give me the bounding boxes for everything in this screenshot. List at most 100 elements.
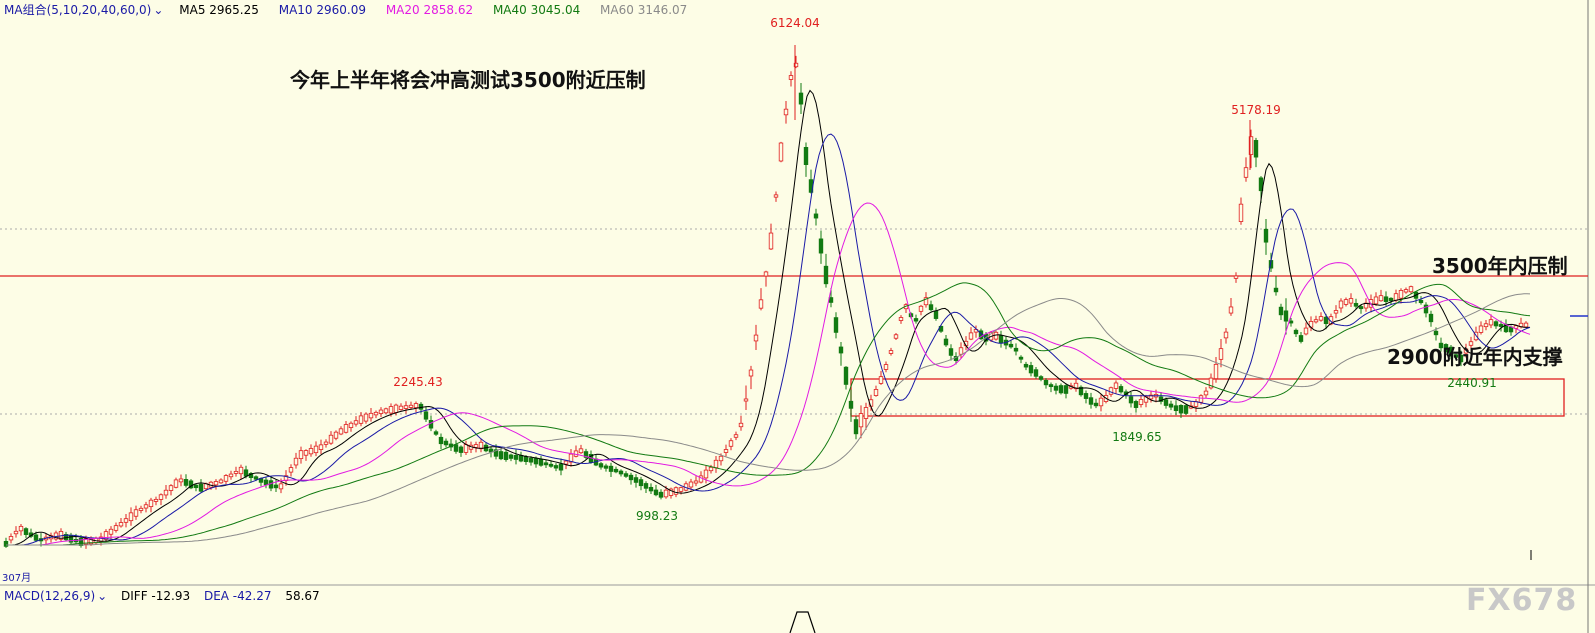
candle-body	[1253, 140, 1259, 158]
candle-body	[768, 232, 774, 250]
candlesticks	[3, 45, 1529, 549]
candle-body	[408, 404, 414, 408]
candle-body	[703, 469, 709, 479]
macd-dea: DEA -42.27	[203, 589, 272, 603]
candle-body	[453, 444, 459, 452]
candle-body	[653, 489, 659, 496]
ma40-value: MA40 3045.04	[492, 3, 581, 17]
candle-body	[968, 332, 974, 340]
candle-body	[798, 92, 804, 105]
candle-body	[1048, 384, 1054, 388]
macd-legend-title[interactable]: MACD(12,26,9)	[4, 589, 96, 603]
candle-body	[598, 463, 604, 468]
candle-body	[368, 412, 374, 419]
candle-body	[643, 483, 649, 489]
candle-body	[923, 297, 929, 306]
candle-body	[323, 441, 329, 445]
candle-body	[158, 494, 164, 500]
candle-body	[18, 525, 24, 532]
ma-line-3	[6, 282, 1531, 546]
ma5-value: MA5 2965.25	[179, 3, 259, 17]
candle-body	[1433, 330, 1439, 336]
candle-body	[1133, 401, 1139, 408]
candle-body	[13, 530, 19, 535]
ma-line-1	[6, 133, 1531, 546]
annotation-resistance: 3500年内压制	[1432, 254, 1568, 278]
candle-body	[3, 540, 9, 547]
candle-body	[318, 444, 324, 450]
candle-body	[1468, 341, 1474, 346]
candle-body	[308, 448, 314, 455]
candle-body	[788, 75, 794, 80]
candle-body	[708, 466, 714, 472]
candle-body	[573, 450, 579, 457]
candle-body	[1453, 354, 1459, 358]
candle-body	[1288, 320, 1294, 324]
candle-body	[1393, 293, 1399, 301]
candle-body	[863, 407, 869, 419]
candle-body	[458, 446, 464, 453]
candle-body	[253, 476, 259, 480]
candle-body	[228, 473, 234, 478]
candle-body	[438, 436, 444, 445]
candle-body	[828, 297, 834, 303]
candle-body	[293, 457, 299, 466]
candle-body	[1083, 393, 1089, 399]
candle-body	[123, 518, 129, 523]
candle-body	[613, 468, 619, 473]
candle-body	[933, 310, 939, 319]
ma20-value: MA20 2858.62	[385, 3, 474, 17]
candle-body	[1343, 299, 1349, 305]
chevron-down-icon[interactable]: ⌄	[153, 3, 164, 17]
candle-body	[78, 537, 84, 546]
candle-body	[673, 487, 679, 495]
candle-body	[733, 434, 739, 438]
candle-body	[1423, 304, 1429, 314]
candle-body	[168, 485, 174, 491]
candle-body	[1408, 286, 1414, 293]
candle-body	[1388, 297, 1394, 302]
candle-body	[928, 304, 934, 311]
candle-body	[618, 470, 624, 475]
candle-body	[8, 536, 14, 541]
candle-body	[1333, 310, 1339, 314]
candle-body	[263, 479, 269, 486]
candle-body	[378, 409, 384, 414]
ma-line-4	[6, 293, 1531, 546]
candle-body	[338, 428, 344, 435]
macd-legend[interactable]: MACD(12,26,9) ⌄ DIFF -12.93 DEA -42.27 58…	[4, 589, 330, 603]
candle-body	[1023, 363, 1029, 368]
candle-body	[1428, 313, 1434, 323]
ma-legend[interactable]: MA组合(5,10,20,40,60,0) ⌄ MA5 2965.25 MA10 …	[4, 1, 703, 18]
candle-body	[303, 450, 309, 456]
candle-body	[1358, 306, 1364, 310]
candle-body	[728, 440, 734, 447]
candle-body	[778, 142, 784, 162]
candle-body	[848, 400, 854, 409]
candle-body	[763, 271, 769, 277]
candle-body	[148, 499, 154, 508]
candle-body	[1138, 399, 1144, 405]
candle-body	[873, 389, 879, 396]
candle-body	[1248, 136, 1254, 155]
ma60-value: MA60 3146.07	[600, 3, 688, 17]
candle-body	[1088, 397, 1094, 405]
candle-body	[388, 406, 394, 414]
chevron-down-icon[interactable]: ⌄	[97, 589, 108, 603]
candle-body	[383, 408, 389, 414]
candle-body	[1073, 382, 1079, 390]
candle-body	[1198, 395, 1204, 403]
candle-body	[463, 444, 469, 453]
candle-body	[473, 444, 479, 448]
candle-body	[1338, 300, 1344, 309]
candle-body	[1108, 387, 1114, 395]
candle-body	[1033, 369, 1039, 377]
candle-body	[838, 346, 844, 354]
candle-body	[188, 480, 194, 489]
ma-legend-title[interactable]: MA组合(5,10,20,40,60,0)	[4, 3, 152, 17]
candle-body	[1448, 346, 1454, 356]
candle-body	[23, 528, 29, 535]
candle-body	[138, 507, 144, 511]
candle-body	[1093, 402, 1099, 407]
